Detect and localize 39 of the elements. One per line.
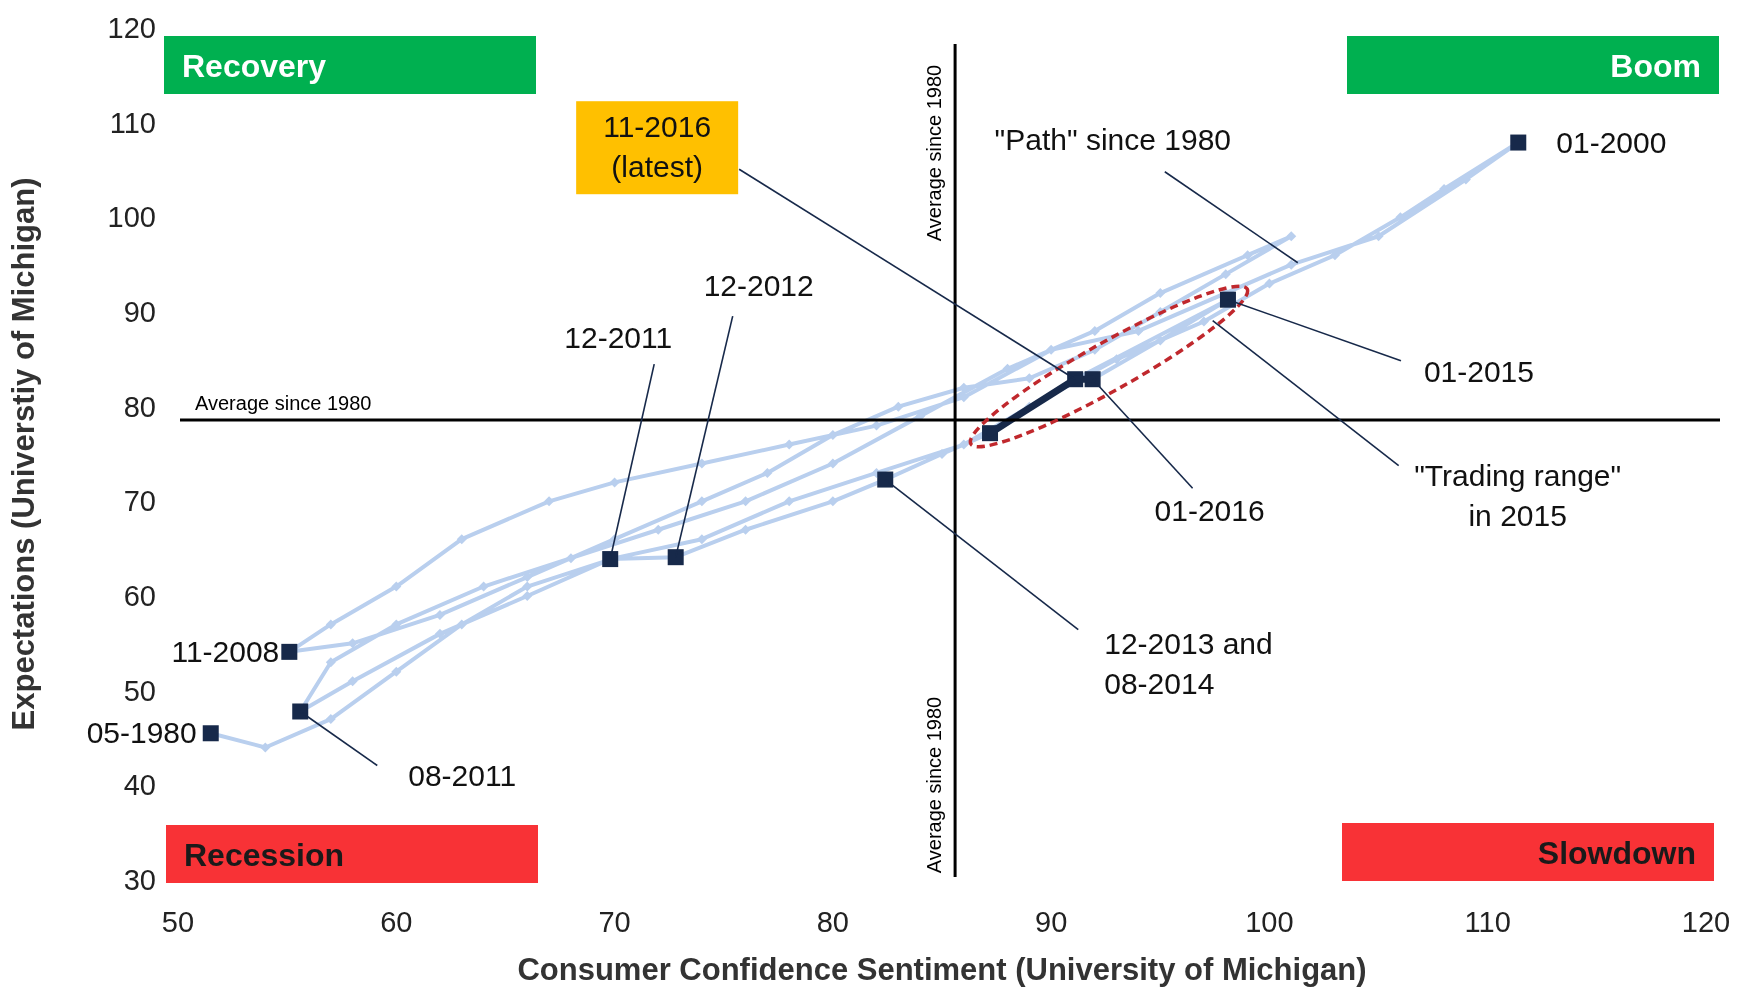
annotation: Boom — [1610, 47, 1701, 84]
annotation: 08-2011 — [408, 759, 517, 793]
annotation: 12-2013 and 08-2014 — [1104, 626, 1273, 700]
x-tick-label: 110 — [1464, 906, 1511, 938]
x-tick-label: 80 — [816, 906, 849, 938]
annotation: Recovery — [182, 47, 327, 84]
y-tick-label: 80 — [123, 390, 156, 423]
annotation: 01-2015 — [1423, 354, 1535, 388]
y-axis-title: Expectations (Universtiy of Michigan) — [6, 177, 41, 731]
annotation: "Trading range" in 2015 — [1414, 458, 1622, 532]
x-tick-label: 70 — [598, 906, 631, 938]
y-tick-label: 100 — [107, 201, 156, 234]
x-tick-label: 50 — [161, 906, 195, 938]
annotation: 05-1980 — [86, 716, 197, 750]
annotation: 12-2012 — [703, 269, 814, 303]
y-tick-label: 30 — [123, 864, 156, 897]
x-tick-label: 90 — [1035, 906, 1068, 938]
annotation: 01-2016 — [1154, 494, 1265, 528]
y-tick-label: 60 — [123, 580, 156, 613]
annotation: "Path" since 1980 — [994, 122, 1232, 156]
annotation: Slowdown — [1537, 834, 1696, 871]
ref-line-label: Average since 1980 — [195, 391, 372, 414]
text: Average since 1980 — [923, 696, 946, 874]
x-axis-title: Consumer Confidence Sentiment (University of Michigan) — [517, 952, 1367, 987]
x-tick-label: 100 — [1245, 906, 1294, 938]
annotation: 12-2011 — [564, 321, 673, 355]
y-tick-label: 70 — [123, 485, 156, 518]
y-tick-label: 40 — [123, 769, 156, 802]
x-tick-label: 60 — [380, 906, 413, 938]
y-tick-label: 120 — [107, 12, 156, 45]
y-tick-label: 90 — [123, 296, 156, 329]
annotation: 11-2016 (latest) — [603, 110, 712, 184]
annotation: Recession — [184, 836, 345, 873]
x-tick-label: 120 — [1681, 906, 1731, 938]
y-tick-label: 50 — [123, 674, 156, 707]
ref-line-label: Average since 1980 — [923, 64, 946, 242]
y-tick-label: 110 — [109, 106, 156, 139]
annotation: 11-2008 — [171, 634, 280, 668]
annotation: 01-2000 — [1556, 125, 1667, 159]
